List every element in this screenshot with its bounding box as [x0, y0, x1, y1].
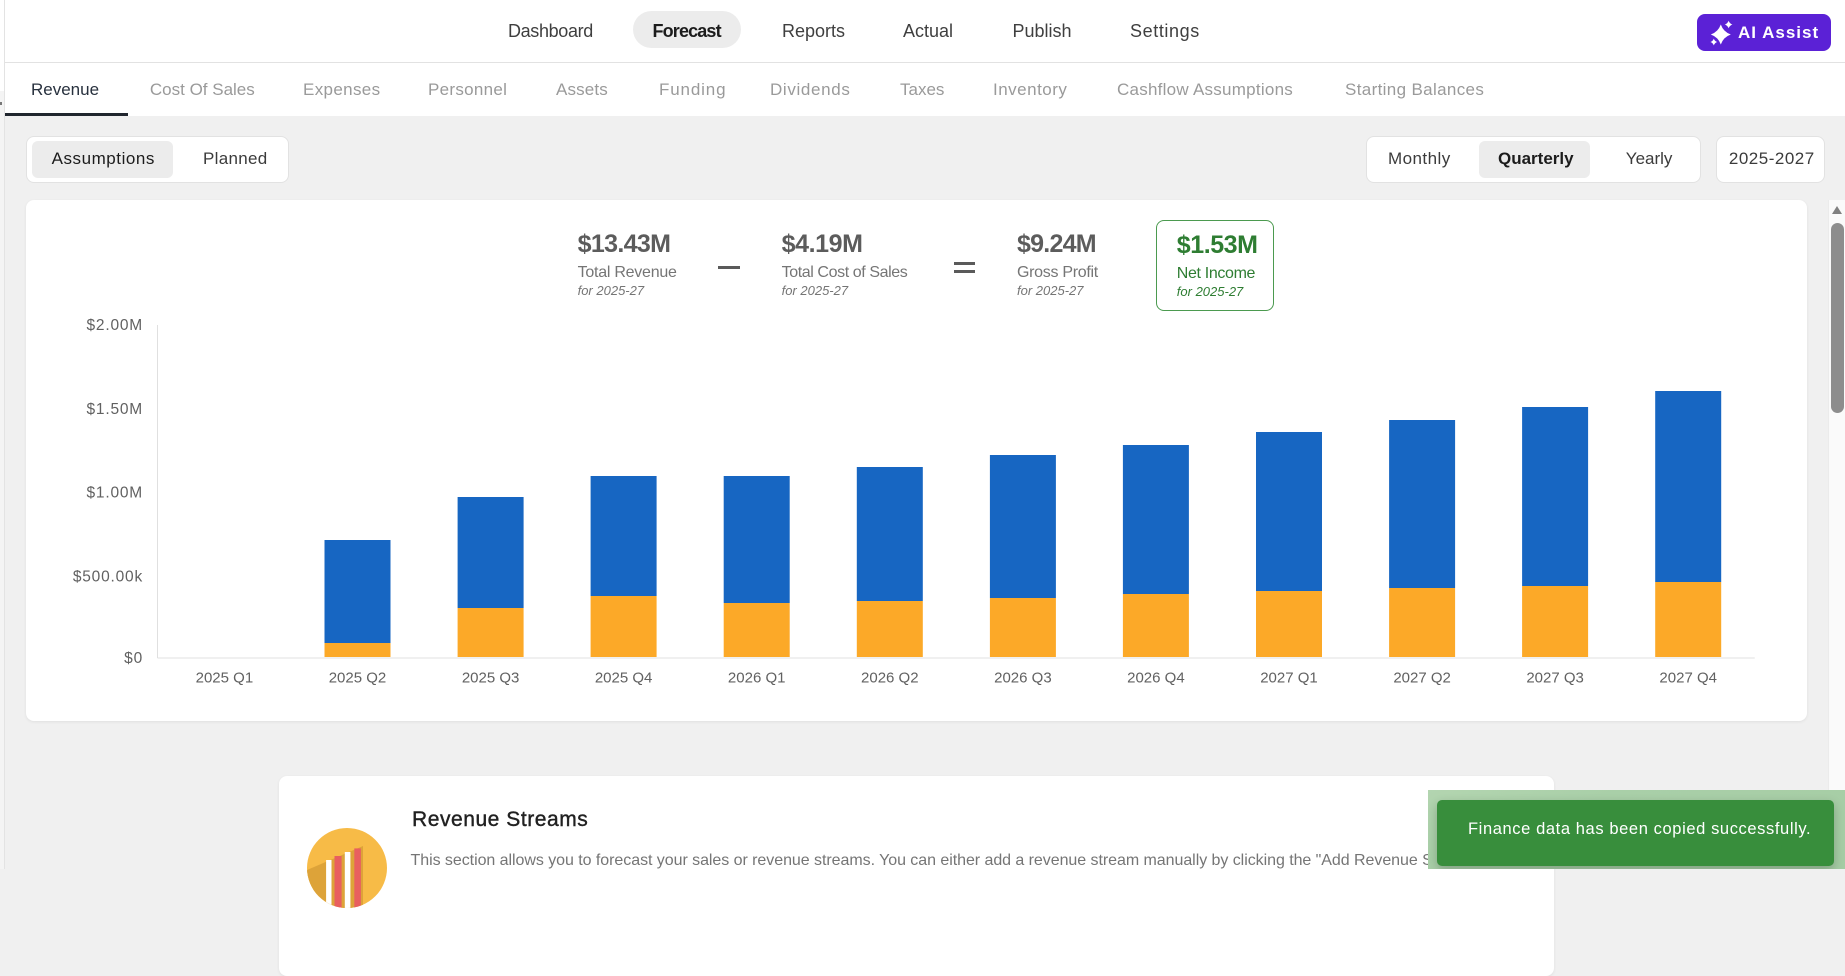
svg-text:2027 Q4: 2027 Q4	[1659, 670, 1717, 687]
svg-text:$500.00k: $500.00k	[73, 568, 143, 585]
svg-text:2027 Q3: 2027 Q3	[1526, 670, 1584, 687]
svg-text:2027 Q2: 2027 Q2	[1393, 670, 1451, 687]
svg-text:$1.50M: $1.50M	[87, 401, 144, 418]
svg-text:2026 Q4: 2026 Q4	[1127, 670, 1185, 687]
svg-text:2026 Q2: 2026 Q2	[861, 670, 919, 687]
svg-text:2025 Q1: 2025 Q1	[196, 670, 254, 687]
svg-text:2025 Q3: 2025 Q3	[462, 670, 520, 687]
svg-text:$2.00M: $2.00M	[87, 317, 144, 334]
svg-text:2026 Q1: 2026 Q1	[728, 670, 786, 687]
svg-text:2025 Q2: 2025 Q2	[329, 670, 387, 687]
svg-text:$1.00M: $1.00M	[87, 485, 144, 502]
svg-text:2027 Q1: 2027 Q1	[1260, 670, 1318, 687]
svg-text:$0: $0	[124, 650, 143, 667]
svg-text:2025 Q4: 2025 Q4	[595, 670, 653, 687]
svg-text:2026 Q3: 2026 Q3	[994, 670, 1052, 687]
